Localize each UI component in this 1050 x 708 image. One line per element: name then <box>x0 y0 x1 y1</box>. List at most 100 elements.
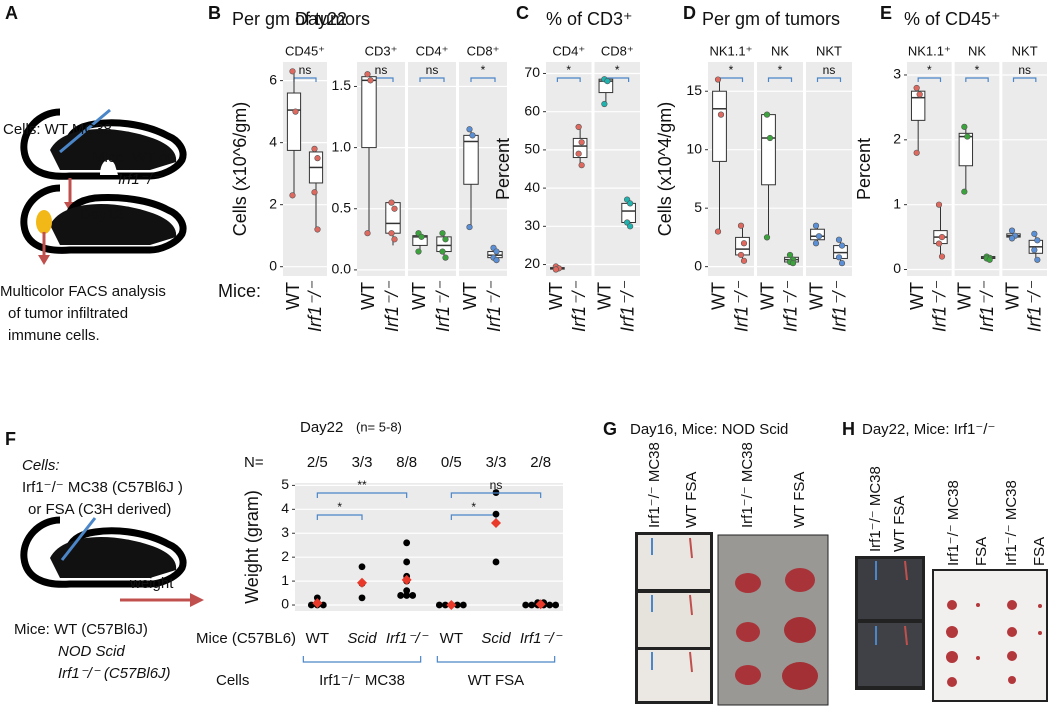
significance-label: ns <box>299 63 312 77</box>
x-tick-label: WT <box>1002 282 1022 310</box>
label: Mice: <box>218 281 261 301</box>
x-tick-label: WT <box>907 282 927 310</box>
point <box>314 155 321 162</box>
x-tick-label: Irf1⁻/⁻ <box>520 630 563 647</box>
x-tick-label: WT <box>460 282 480 310</box>
facet-label: NK1.1⁺ <box>710 43 753 58</box>
point <box>812 222 820 229</box>
point <box>311 189 318 196</box>
point <box>546 601 554 609</box>
point <box>466 223 473 231</box>
box <box>910 90 926 121</box>
significance-bracket <box>917 77 942 82</box>
significance-bracket <box>965 77 989 82</box>
label: Multicolor FACS analysis <box>0 283 166 300</box>
x-tick-label: WT <box>306 630 329 647</box>
label: weight <box>129 575 174 592</box>
y-tick-label: 2 <box>269 195 277 211</box>
y-tick-label: 0.5 <box>332 199 352 215</box>
y-axis-label: Cells (x10^4/gm) <box>655 102 675 236</box>
point <box>528 601 536 609</box>
point <box>838 242 846 249</box>
point <box>575 150 582 157</box>
point <box>552 601 560 609</box>
facet-label: CD4⁺ <box>552 43 585 58</box>
chart-title: Per gm of tumors <box>232 9 370 29</box>
box <box>361 76 377 149</box>
point <box>439 248 446 255</box>
point <box>493 248 500 255</box>
photo-label: WT FSA <box>683 472 700 528</box>
y-tick-label: 5 <box>694 199 702 215</box>
box <box>958 132 974 167</box>
significance-label: ** <box>357 478 367 492</box>
box <box>712 90 727 162</box>
label: Irf1⁻/⁻ MC38 (C57Bl6J ) <box>22 479 183 496</box>
point <box>391 205 398 212</box>
mean <box>357 577 367 588</box>
point <box>913 149 920 156</box>
point <box>289 192 296 199</box>
cells-label: Cells <box>216 672 249 689</box>
x-tick-label: WT <box>358 282 378 310</box>
label: Mice: WT or <box>92 149 173 166</box>
point <box>935 240 943 247</box>
point <box>441 601 449 609</box>
y-tick-label: 60 <box>524 102 540 118</box>
plot-background <box>954 62 1000 276</box>
x-tick-label: Irf1⁻/⁻ <box>780 281 800 333</box>
point <box>469 132 476 139</box>
label: or FSA (C3H derived) <box>28 501 171 518</box>
facet-label: NKT <box>816 43 842 58</box>
point <box>364 71 371 78</box>
x-tick-label: Irf1⁻/⁻ <box>382 281 402 333</box>
n-value: 3/3 <box>352 454 373 471</box>
y-tick-label: 0 <box>281 596 289 612</box>
significance-label: ns <box>823 63 836 77</box>
significance-label: ns <box>426 63 439 77</box>
significance-label: * <box>471 500 476 514</box>
label: Cells: <box>22 457 60 474</box>
x-tick-label: WT <box>283 282 303 310</box>
y-tick-label: 1.5 <box>332 77 352 93</box>
y-tick-label: 40 <box>524 179 540 195</box>
point <box>763 111 771 118</box>
x-tick-label: WT <box>409 282 429 310</box>
point <box>552 266 559 273</box>
photo-label: Irf1⁻/⁻ MC38 <box>646 442 663 528</box>
photo-label: WT FSA <box>891 496 908 552</box>
y-tick-label: 30 <box>524 217 540 233</box>
photo-title: Day16, Mice: NOD Scid <box>630 421 788 438</box>
significance-label: * <box>975 63 980 77</box>
x-tick-label: Scid <box>481 630 511 647</box>
point <box>838 260 846 267</box>
point <box>492 558 500 566</box>
x-tick-label: Irf1⁻/⁻ <box>484 281 504 333</box>
schematic-a <box>20 108 187 265</box>
photo-label: Irf1⁻/⁻ MC38 <box>945 480 962 566</box>
n-label: N= <box>244 454 264 471</box>
x-tick-label: WT <box>440 630 463 647</box>
chart-title: Day22 <box>295 9 347 29</box>
facet-label: Irf1⁻/⁻ MC38 <box>319 672 405 689</box>
significance-label: * <box>927 63 932 77</box>
significance-bracket <box>450 492 542 498</box>
x-tick-label: Irf1⁻/⁻ <box>569 281 589 333</box>
facet-label: CD4⁺ <box>416 43 449 58</box>
mean <box>401 574 412 585</box>
point <box>815 233 823 240</box>
point <box>1008 235 1016 242</box>
n-value: 8/8 <box>396 454 417 471</box>
point <box>786 251 794 259</box>
point <box>292 108 299 115</box>
point <box>714 228 722 235</box>
x-tick-label: Irf1⁻/⁻ <box>731 281 751 333</box>
panel-letter: H <box>842 419 855 439</box>
point <box>578 162 585 169</box>
point <box>964 133 971 140</box>
point <box>1034 237 1041 244</box>
point <box>442 254 449 261</box>
facet-label: CD3⁺ <box>365 43 398 58</box>
y-tick-label: 2 <box>893 131 901 147</box>
point <box>916 91 923 98</box>
